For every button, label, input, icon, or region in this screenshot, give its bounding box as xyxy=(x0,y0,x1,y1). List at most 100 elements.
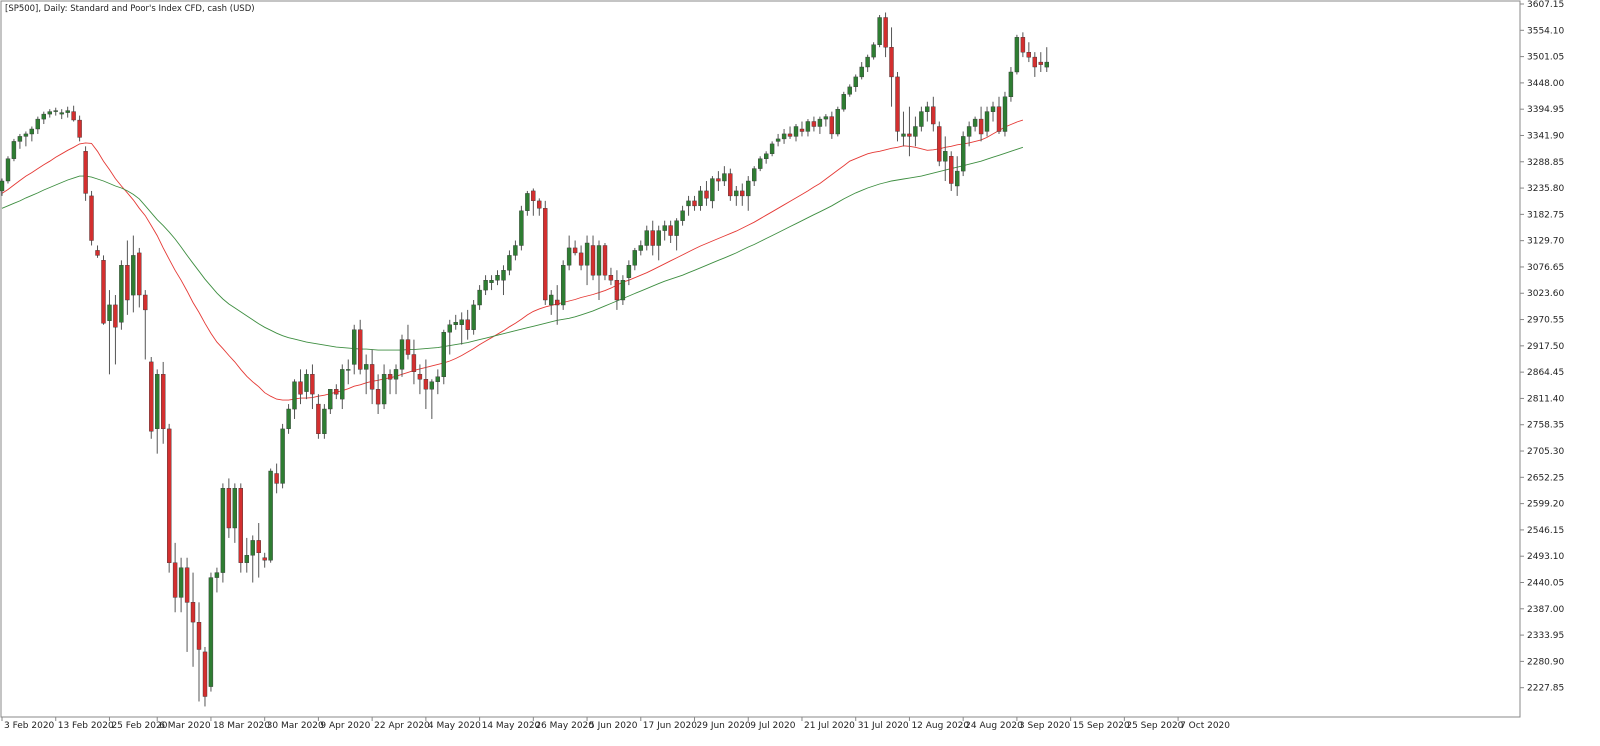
y-tick-label: 2970.55 xyxy=(1527,316,1564,326)
candle-body xyxy=(913,126,918,137)
candle-body xyxy=(781,133,787,140)
candle-body xyxy=(704,190,709,199)
candle-body xyxy=(901,133,906,137)
candle-body xyxy=(393,369,399,380)
candle-body xyxy=(47,111,52,115)
candle-body xyxy=(698,190,703,206)
candle-body xyxy=(477,289,482,306)
candle xyxy=(901,111,906,147)
candle xyxy=(644,225,649,251)
candle xyxy=(549,290,554,315)
candle xyxy=(972,116,978,132)
candle xyxy=(764,151,769,164)
candle-body xyxy=(190,602,196,623)
candle xyxy=(441,329,446,385)
candle-body xyxy=(507,255,512,271)
candle xyxy=(722,166,727,186)
candle xyxy=(220,483,226,583)
candle-body xyxy=(740,190,745,197)
candle-body xyxy=(984,111,990,132)
candle xyxy=(453,314,458,330)
x-tick-label: 25 Sep 2020 xyxy=(1126,721,1183,731)
candle xyxy=(280,423,285,489)
candle-body xyxy=(262,557,267,561)
candle-body xyxy=(441,332,446,378)
candle-body xyxy=(519,210,524,246)
candle-body xyxy=(364,364,369,370)
candle xyxy=(990,101,996,122)
x-tick-label: 6 Mar 2020 xyxy=(159,721,211,731)
ma-slow-line xyxy=(1,146,1024,351)
candle xyxy=(1026,42,1032,63)
candle-body xyxy=(411,354,417,372)
candle xyxy=(632,247,637,271)
candle xyxy=(853,74,858,92)
candle xyxy=(411,339,417,385)
candle xyxy=(829,111,834,139)
candle-body xyxy=(614,280,620,301)
candle-body xyxy=(453,322,458,325)
y-tick-label: 2280.90 xyxy=(1527,657,1564,667)
candle xyxy=(405,324,411,360)
candle xyxy=(883,12,888,58)
candle-body xyxy=(847,86,852,95)
candle-body xyxy=(250,540,255,556)
candle-body xyxy=(769,143,775,154)
candle-body xyxy=(178,567,184,598)
y-tick-label: 2811.40 xyxy=(1527,394,1564,404)
candle-body xyxy=(889,47,894,78)
candle xyxy=(113,295,118,365)
candle-body xyxy=(423,379,429,390)
candle xyxy=(59,109,64,120)
candle-body xyxy=(334,389,339,395)
y-tick-label: 3341.90 xyxy=(1527,131,1564,141)
candle-body xyxy=(429,381,434,390)
candle-body xyxy=(716,178,721,182)
candle xyxy=(358,319,363,375)
candle xyxy=(429,379,434,419)
candle-body xyxy=(961,136,966,172)
x-tick-label: 18 Mar 2020 xyxy=(213,721,270,731)
candle xyxy=(925,101,930,122)
candle xyxy=(465,309,470,340)
candle xyxy=(919,106,924,132)
candle xyxy=(847,84,852,97)
candle xyxy=(507,250,512,276)
candle-body xyxy=(793,126,799,137)
candle-body xyxy=(226,488,232,529)
candle-body xyxy=(596,245,602,276)
candle xyxy=(566,235,572,271)
y-tick-label: 2705.30 xyxy=(1527,447,1564,457)
candle-body xyxy=(11,141,17,159)
y-tick-label: 2546.15 xyxy=(1527,526,1564,536)
y-tick-label: 3554.10 xyxy=(1527,26,1564,36)
candle-body xyxy=(131,255,136,296)
candle xyxy=(895,71,900,142)
candle xyxy=(352,324,357,375)
candle-body xyxy=(459,319,464,325)
x-tick-label: 3 Sep 2020 xyxy=(1019,721,1071,731)
candle xyxy=(656,225,661,261)
candle xyxy=(572,240,578,256)
candle xyxy=(1008,67,1014,102)
x-tick-label: 22 Apr 2020 xyxy=(374,721,430,731)
candle xyxy=(584,235,590,286)
candle-body xyxy=(322,408,327,434)
candle-body xyxy=(172,562,178,598)
candle-body xyxy=(483,280,488,291)
candle xyxy=(334,384,339,400)
candle-body xyxy=(125,265,130,301)
candle-body xyxy=(316,403,321,435)
candle xyxy=(41,111,46,125)
candle-body xyxy=(202,651,208,697)
candle xyxy=(125,240,130,315)
candle xyxy=(1014,34,1020,75)
candle-body xyxy=(775,138,781,142)
candle-body xyxy=(435,376,440,382)
candle xyxy=(907,106,912,157)
candle xyxy=(775,133,781,147)
moving-averages xyxy=(1,119,1024,401)
